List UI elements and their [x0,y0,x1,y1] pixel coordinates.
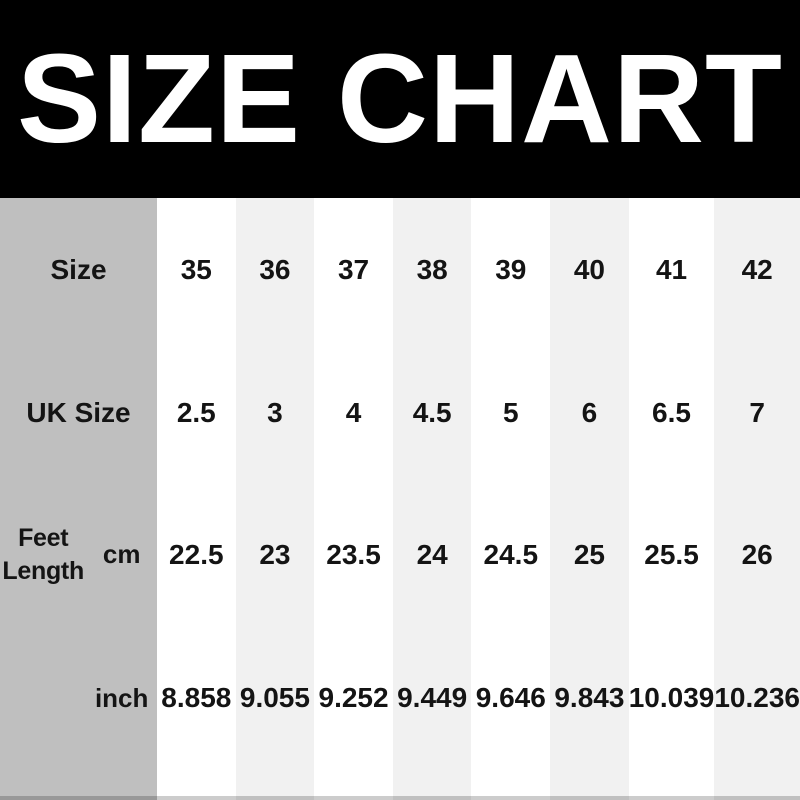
size-table: Size 35 36 37 38 39 40 41 42 UK Size 2.5… [0,198,800,800]
table-cell: 41 [628,198,715,342]
table-cell: 9.055 [235,626,315,800]
row-header-size: Size [0,198,157,342]
table-cell: 40 [550,198,629,342]
page-title: SIZE CHART [17,28,783,169]
row-header-feet-length-label: Feet Length [2,524,84,585]
table-cell: 5 [471,342,551,483]
table-cell: 10.039 [628,626,715,800]
table-cell: 10.236 [714,626,800,800]
table-cell: 36 [235,198,315,342]
table-cell: 24.5 [471,483,551,626]
table-cell: 26 [714,483,800,626]
table-cell: 24 [392,483,472,626]
unit-label-inch: inch [94,682,149,713]
table-cell: 42 [714,198,800,342]
unit-label-cm: cm [102,539,141,569]
table-cell: 9.449 [392,626,472,800]
row-header-feet-length-inch: inch [0,626,157,800]
row-header-uk-size: UK Size [0,342,157,483]
table-cell: 22.5 [157,483,236,626]
table-cell: 6.5 [628,342,715,483]
table-cell: 23 [235,483,315,626]
table-cell: 38 [392,198,472,342]
table-cell: 9.646 [471,626,551,800]
row-header-feet-length-cm: Feet Length cm [0,483,157,626]
table-cell: 9.252 [314,626,393,800]
table-cell: 2.5 [157,342,236,483]
table-cell: 4.5 [392,342,472,483]
table-cell: 6 [550,342,629,483]
table-cell: 3 [235,342,315,483]
table-cell: 37 [314,198,393,342]
table-cell: 39 [471,198,551,342]
table-cell: 4 [314,342,393,483]
table-cell: 35 [157,198,236,342]
table-cell: 8.858 [157,626,236,800]
table-cell: 23.5 [314,483,393,626]
table-cell: 25 [550,483,629,626]
table-cell: 7 [714,342,800,483]
header-banner: SIZE CHART [0,0,800,198]
table-cell: 25.5 [628,483,715,626]
table-cell: 9.843 [550,626,629,800]
